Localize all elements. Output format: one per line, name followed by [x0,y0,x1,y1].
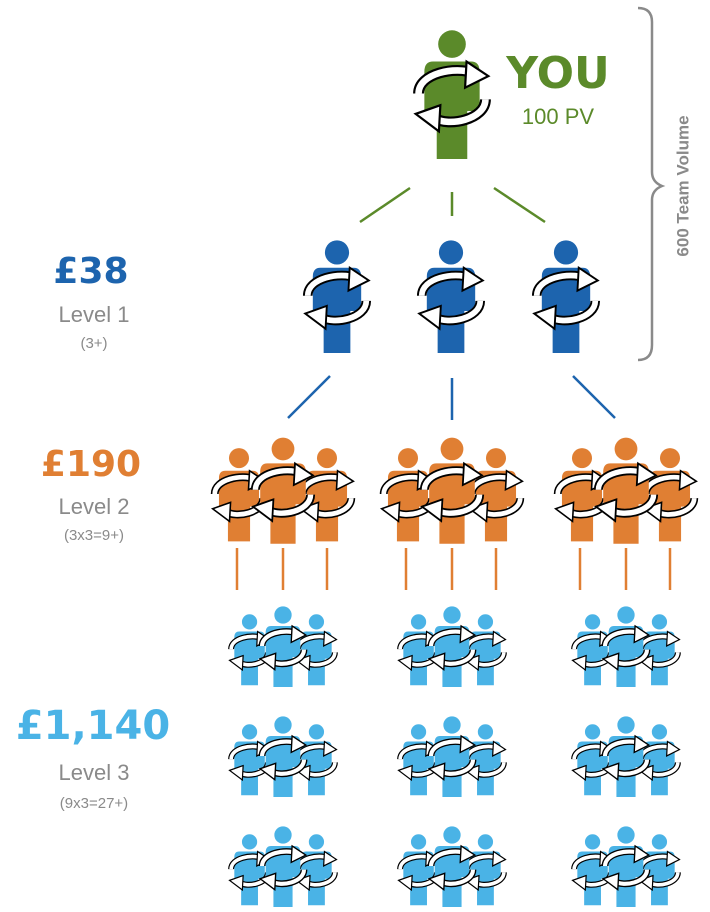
person-icon [573,724,613,795]
person-icon [603,826,649,907]
you-label: YOU [505,48,609,99]
level-amount: £38 [53,251,128,292]
person-icon [399,834,439,905]
level-count: (3x3=9+) [64,527,124,544]
bracket [638,8,662,360]
person-icon [429,606,475,687]
person-icon [230,724,270,795]
connector [494,188,545,222]
person-icon [382,448,435,541]
level-amount: £1,140 [16,703,170,749]
person-icon [573,834,613,905]
you-volume: 100 PV [522,104,594,129]
person-icon [260,826,306,907]
level-count: (3+) [80,335,107,352]
person-icon [429,826,475,907]
person-icon [399,724,439,795]
person-icon [603,716,649,797]
person-icon [213,448,266,541]
person-icon [253,438,313,544]
person-icon [556,448,609,541]
person-icon [416,30,489,159]
connector [288,376,330,418]
person-icon [230,614,270,685]
person-icon [260,606,306,687]
person-icon [422,438,482,544]
person-icon [260,716,306,797]
person-icon [419,240,483,353]
person-icon [534,240,598,353]
level-name: Level 2 [59,494,130,519]
person-icon [596,438,656,544]
level-amount: £190 [41,444,141,485]
infographic: YOU 100 PV 600 Team Volume £38 Level 1 (… [0,0,710,912]
level-count: (9x3=27+) [60,795,128,812]
person-icon [429,716,475,797]
person-icon [603,606,649,687]
person-icon [305,240,369,353]
person-icon [573,614,613,685]
connector [360,188,410,222]
person-icon [399,614,439,685]
person-icon [230,834,270,905]
team-volume: 600 Team Volume [673,115,692,256]
connector [573,376,615,418]
level-name: Level 3 [59,760,130,785]
level-name: Level 1 [59,302,130,327]
